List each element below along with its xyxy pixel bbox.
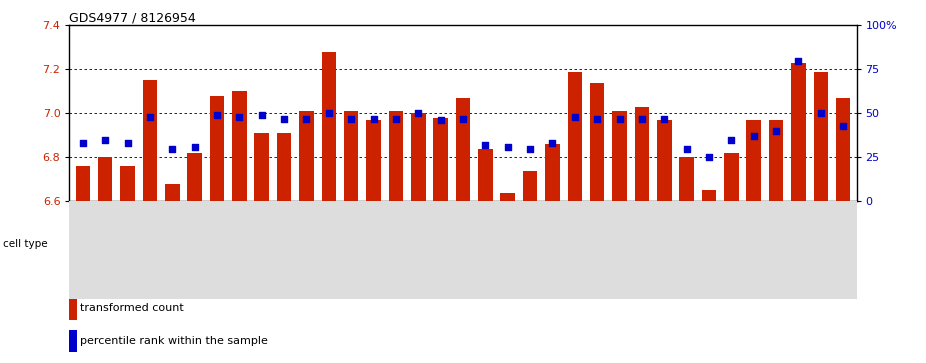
Bar <box>523 171 537 201</box>
Bar <box>277 133 292 201</box>
Point <box>277 116 292 122</box>
Text: tumor cell THRLBCL: tumor cell THRLBCL <box>694 239 791 249</box>
Bar <box>746 120 761 201</box>
FancyBboxPatch shape <box>631 224 855 264</box>
Bar <box>456 98 470 201</box>
Bar <box>545 144 559 201</box>
Point <box>255 112 269 118</box>
Bar <box>702 191 716 201</box>
Bar <box>478 149 493 201</box>
Point <box>634 116 649 122</box>
Bar <box>143 81 157 201</box>
Point <box>545 140 560 146</box>
Point <box>590 116 605 122</box>
Bar <box>568 72 582 201</box>
Bar <box>187 153 202 201</box>
Point <box>478 142 493 148</box>
Bar <box>299 111 314 201</box>
Point <box>568 114 582 120</box>
Bar <box>791 63 806 201</box>
FancyBboxPatch shape <box>71 224 183 264</box>
Bar <box>232 91 246 201</box>
Bar <box>165 184 180 201</box>
Bar <box>255 133 269 201</box>
Point <box>702 155 717 160</box>
Bar <box>210 96 224 201</box>
Point <box>389 116 404 122</box>
FancyBboxPatch shape <box>496 224 631 264</box>
Point <box>791 58 806 64</box>
Bar <box>69 330 78 352</box>
Bar <box>634 107 649 201</box>
Point <box>232 114 247 120</box>
Bar <box>344 111 358 201</box>
Point <box>836 123 851 129</box>
Bar <box>657 120 671 201</box>
Point <box>165 146 180 152</box>
Bar <box>98 158 112 201</box>
Point <box>746 134 761 139</box>
Bar <box>76 166 90 201</box>
Point <box>344 116 358 122</box>
Point <box>98 137 113 143</box>
Point <box>657 116 671 122</box>
Point <box>522 146 537 152</box>
Point <box>187 144 202 150</box>
Point <box>679 146 694 152</box>
Point <box>724 137 739 143</box>
FancyBboxPatch shape <box>183 224 496 264</box>
Point <box>433 118 448 123</box>
Point <box>299 116 314 122</box>
Bar <box>680 158 694 201</box>
Point <box>209 112 224 118</box>
Bar <box>724 153 739 201</box>
Point <box>75 140 90 146</box>
Point <box>769 128 783 134</box>
Point <box>366 116 381 122</box>
Bar <box>120 166 135 201</box>
Bar <box>433 118 448 201</box>
Bar <box>836 98 850 201</box>
Text: transformed count: transformed count <box>81 303 184 313</box>
Text: tumor cell NLPHL: tumor cell NLPHL <box>298 239 382 249</box>
Bar <box>367 120 381 201</box>
Point <box>813 110 828 116</box>
Point <box>120 140 135 146</box>
Bar <box>814 72 828 201</box>
Point <box>321 110 336 116</box>
Text: germinal center B
cell healthy: germinal center B cell healthy <box>83 233 171 255</box>
Bar <box>321 52 336 201</box>
Point <box>411 110 426 116</box>
Text: cell type: cell type <box>3 239 47 249</box>
Bar <box>612 111 627 201</box>
Text: GDS4977 / 8126954: GDS4977 / 8126954 <box>69 11 196 24</box>
Point <box>612 116 627 122</box>
Bar <box>590 83 605 201</box>
Text: tumor cell THRLBCL-like NLPHL: tumor cell THRLBCL-like NLPHL <box>488 239 640 249</box>
Bar <box>389 111 403 201</box>
Bar <box>69 297 78 320</box>
Point <box>143 114 157 120</box>
Bar <box>411 114 426 201</box>
Text: percentile rank within the sample: percentile rank within the sample <box>81 336 269 346</box>
Point <box>500 144 515 150</box>
Bar <box>500 193 515 201</box>
Bar <box>769 120 783 201</box>
Point <box>456 116 470 122</box>
